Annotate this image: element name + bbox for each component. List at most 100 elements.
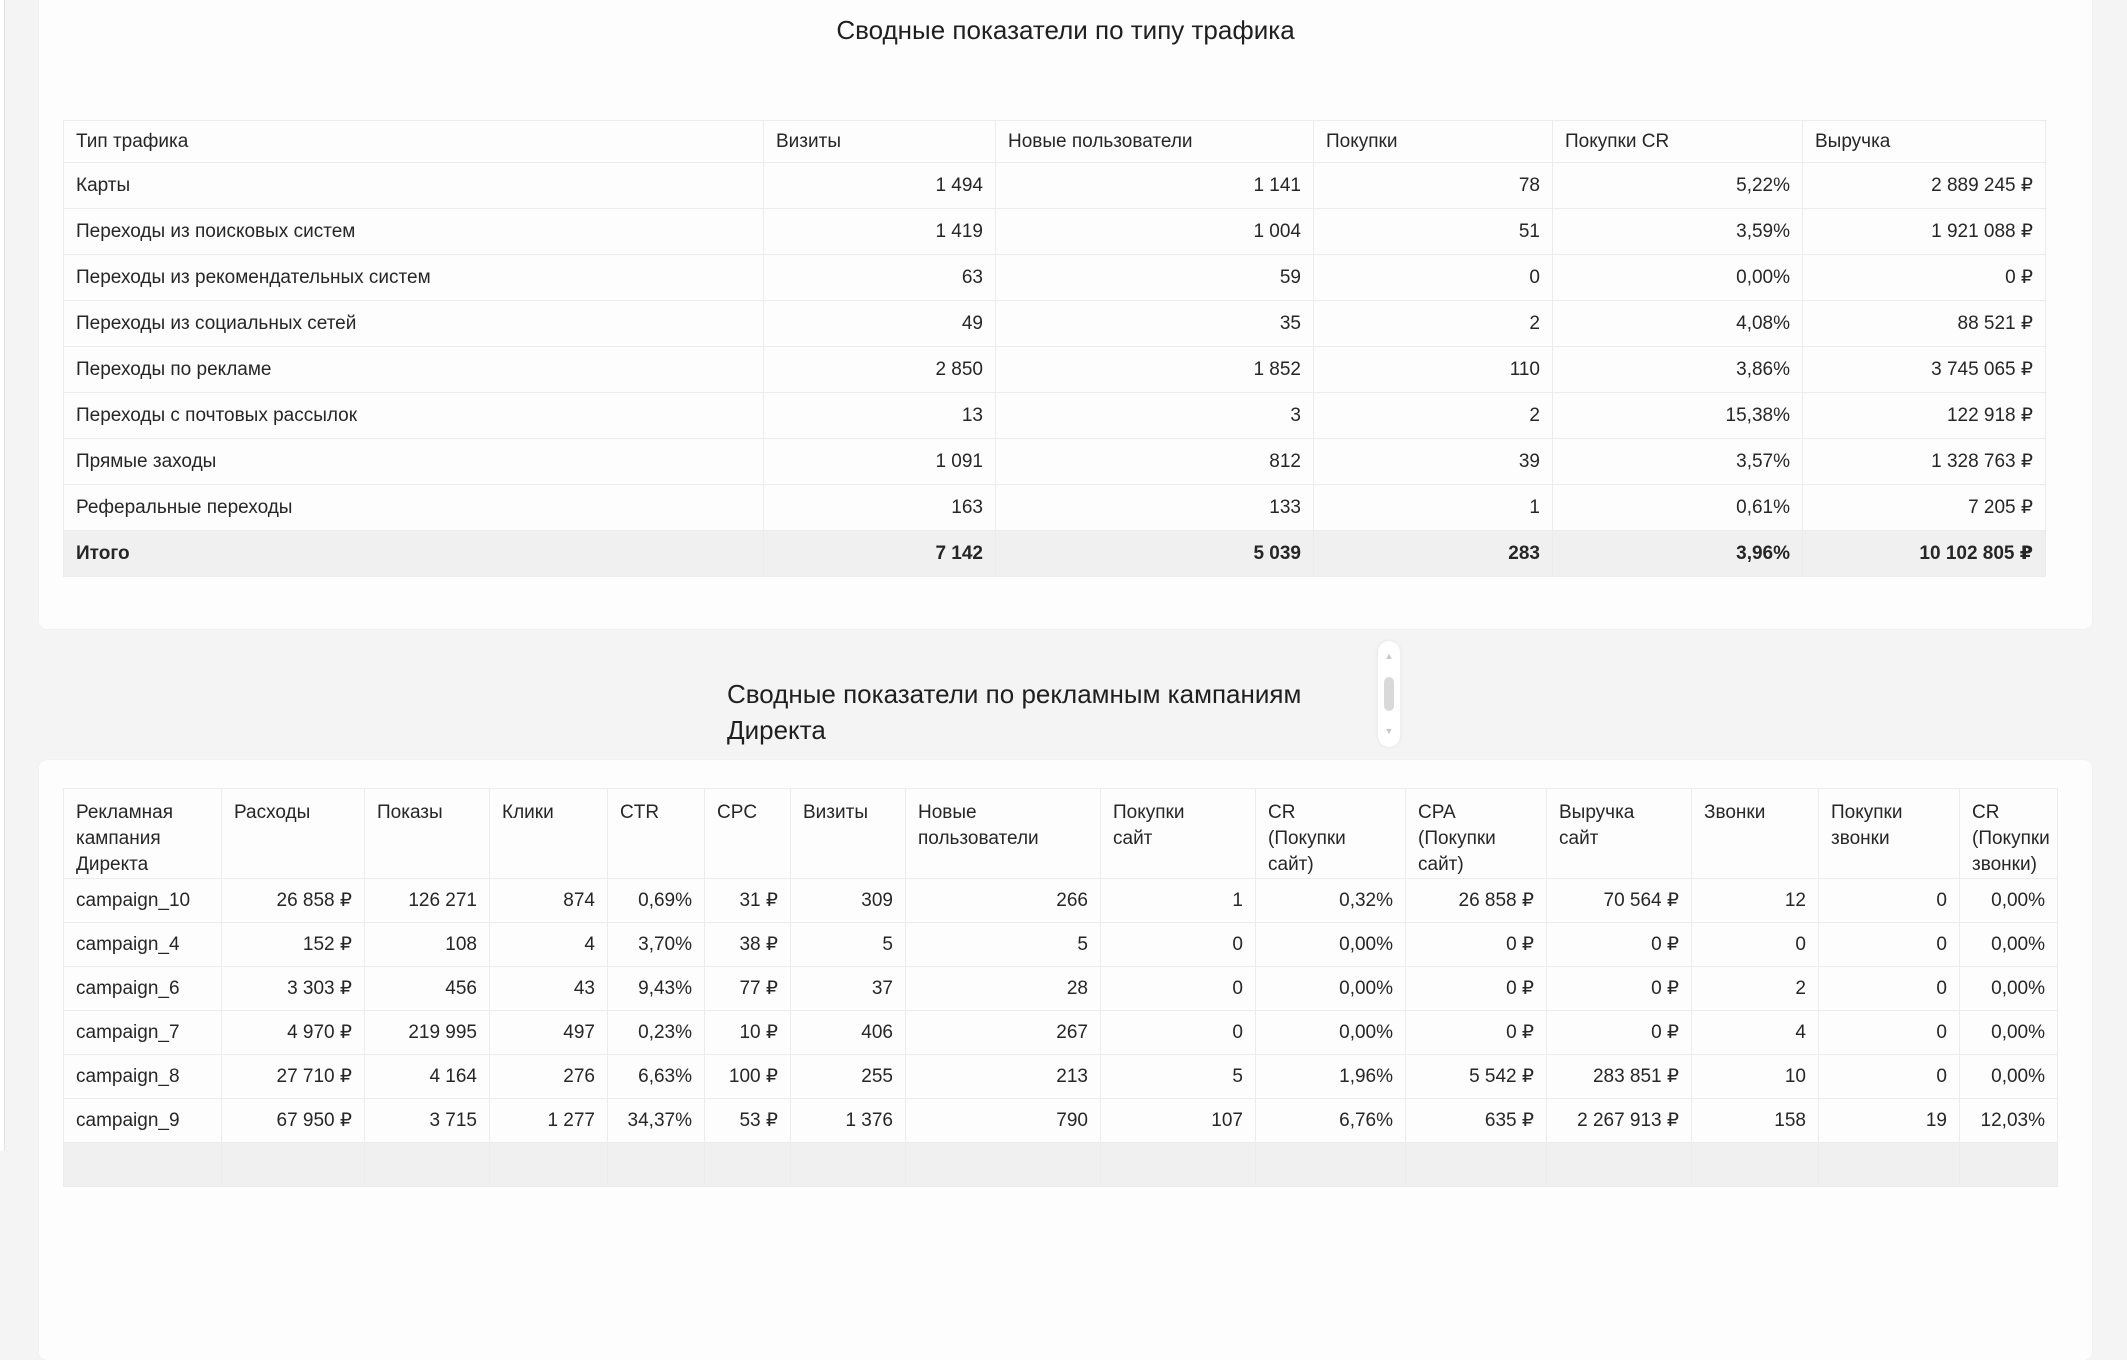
table-cell: Реферальные переходы <box>63 484 764 531</box>
widget-scrollbar[interactable]: ▲ ▼ <box>1378 641 1400 747</box>
table-cell: 1,96% <box>1255 1054 1406 1099</box>
table-cell: 266 <box>905 878 1101 923</box>
table-cell: 2 <box>1691 966 1819 1011</box>
column-header[interactable]: CPA (Покупки сайт) <box>1405 788 1547 879</box>
table-cell: 1 141 <box>995 162 1314 209</box>
column-header[interactable]: Новые пользователи <box>995 120 1314 163</box>
table-cell <box>1691 1142 1819 1187</box>
table-cell: 874 <box>489 878 608 923</box>
table-cell: 5 039 <box>995 530 1314 577</box>
column-header[interactable]: Клики <box>489 788 608 879</box>
table-cell: 812 <box>995 438 1314 485</box>
table-cell: 31 ₽ <box>704 878 791 923</box>
table-row: Переходы из поисковых систем 1 419 1 004 51… <box>63 208 2046 255</box>
table-cell: 15,38% <box>1552 392 1803 439</box>
table-cell <box>1959 1142 2058 1187</box>
table-cell: 1 <box>1313 484 1553 531</box>
table-cell: 213 <box>905 1054 1101 1099</box>
column-header[interactable]: Покупки CR <box>1552 120 1803 163</box>
table-cell: 0 <box>1818 1054 1960 1099</box>
table-row: campaign_9 67 950 ₽3 715 1 277 34,37% 53 ₽1 … <box>63 1098 2058 1143</box>
table-cell: 0 ₽ <box>1405 922 1547 967</box>
column-header[interactable]: CR (Покупки сайт) <box>1255 788 1406 879</box>
table-cell: 3,70% <box>607 922 705 967</box>
table-cell: 28 <box>905 966 1101 1011</box>
table-cell: 0,00% <box>1959 1054 2058 1099</box>
table-cell: 6,63% <box>607 1054 705 1099</box>
column-header[interactable]: Визиты <box>763 120 996 163</box>
table-row: campaign_7 4 970 ₽219 995 497 0,23% 10 ₽406 2… <box>63 1010 2058 1055</box>
left-panel-edge <box>0 0 5 1151</box>
campaigns-title: Сводные показатели по рекламным кампания… <box>727 679 1302 745</box>
table-cell: 122 918 ₽ <box>1802 392 2046 439</box>
column-header[interactable]: Рекламная кампания Директа <box>63 788 222 879</box>
table-cell: 9,43% <box>607 966 705 1011</box>
column-header[interactable]: CR (Покупки звонки) <box>1959 788 2058 879</box>
table-cell: 0 <box>1818 922 1960 967</box>
table-cell: 100 ₽ <box>704 1054 791 1099</box>
column-header[interactable]: CPC <box>704 788 791 879</box>
table-cell: 37 <box>790 966 906 1011</box>
table-cell <box>905 1142 1101 1187</box>
table-cell: 13 <box>763 392 996 439</box>
table-cell: 70 564 ₽ <box>1546 878 1692 923</box>
scrollbar-thumb[interactable] <box>1384 677 1394 711</box>
table-cell: 0 <box>1818 966 1960 1011</box>
column-header[interactable]: Покупки сайт <box>1100 788 1256 879</box>
column-header[interactable]: Тип трафика <box>63 120 764 163</box>
scrollbar-up-icon[interactable]: ▲ <box>1384 651 1394 661</box>
table-cell <box>704 1142 791 1187</box>
table-cell: 0 <box>1691 922 1819 967</box>
table-row: Реферальные переходы 163 133 1 0,61% 7 205 ₽ <box>63 484 2046 531</box>
table-cell <box>489 1142 608 1187</box>
column-header[interactable]: Выручка <box>1802 120 2046 163</box>
table-row: campaign_10 26 858 ₽126 271 874 0,69% 31 ₽30… <box>63 878 2058 923</box>
column-header[interactable]: Расходы <box>221 788 365 879</box>
table-row: campaign_8 27 710 ₽4 164 276 6,63% 100 ₽255 2… <box>63 1054 2058 1099</box>
table-row: campaign_6 3 303 ₽456 43 9,43% 77 ₽37 28 0 0,00… <box>63 966 2058 1011</box>
table-cell: 1 328 763 ₽ <box>1802 438 2046 485</box>
table-cell: 0,00% <box>1959 966 2058 1011</box>
column-header[interactable]: Выручка сайт <box>1546 788 1692 879</box>
table-cell: 0 ₽ <box>1546 966 1692 1011</box>
table-cell: 12,03% <box>1959 1098 2058 1143</box>
table-cell: 0 <box>1100 1010 1256 1055</box>
table-cell: Переходы из социальных сетей <box>63 300 764 347</box>
table-cell: Итого <box>63 530 764 577</box>
column-header[interactable]: Покупки <box>1313 120 1553 163</box>
table-cell <box>1405 1142 1547 1187</box>
column-header[interactable]: Показы <box>364 788 490 879</box>
table-row: Переходы из социальных сетей 49 35 2 4,08% 88… <box>63 300 2046 347</box>
table-cell: 267 <box>905 1010 1101 1055</box>
traffic-summary-table-wrap: Тип трафика Визиты Новые пользователи Покуп… <box>63 120 2046 577</box>
table-cell: Прямые заходы <box>63 438 764 485</box>
table-cell: 38 ₽ <box>704 922 791 967</box>
table-cell: 0,00% <box>1959 1010 2058 1055</box>
scrollbar-down-icon[interactable]: ▼ <box>1384 726 1394 736</box>
column-header[interactable]: Звонки <box>1691 788 1819 879</box>
table-cell: 1 277 <box>489 1098 608 1143</box>
table-cell: 2 850 <box>763 346 996 393</box>
table-cell: 456 <box>364 966 490 1011</box>
table-cell: campaign_7 <box>63 1010 222 1055</box>
table-cell <box>63 1142 222 1187</box>
table-cell <box>1100 1142 1256 1187</box>
table-cell: 1 494 <box>763 162 996 209</box>
column-header[interactable]: Визиты <box>790 788 906 879</box>
table-cell: 5 542 ₽ <box>1405 1054 1547 1099</box>
table-cell: 283 <box>1313 530 1553 577</box>
column-header[interactable]: Новые пользователи <box>905 788 1101 879</box>
table-cell: 10 102 805 ₽ <box>1802 530 2046 577</box>
table-cell: 0,00% <box>1255 1010 1406 1055</box>
column-header[interactable]: CTR <box>607 788 705 879</box>
table-cell: Карты <box>63 162 764 209</box>
table-cell <box>790 1142 906 1187</box>
column-header[interactable]: Покупки звонки <box>1818 788 1960 879</box>
table-cell: 1 921 088 ₽ <box>1802 208 2046 255</box>
table-cell: campaign_10 <box>63 878 222 923</box>
table-cell: 158 <box>1691 1098 1819 1143</box>
table-cell: 276 <box>489 1054 608 1099</box>
table-cell: 0,00% <box>1255 922 1406 967</box>
table-cell: 27 710 ₽ <box>221 1054 365 1099</box>
table-cell: 107 <box>1100 1098 1256 1143</box>
